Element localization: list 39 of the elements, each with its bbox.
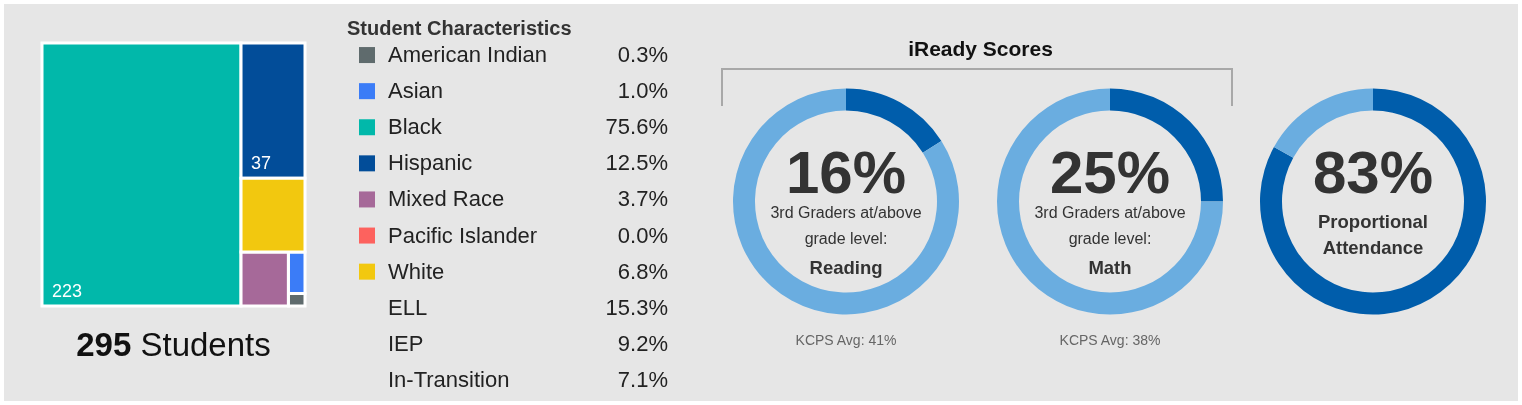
data-label: 0.0%	[617, 222, 668, 248]
category-label: American Indian	[388, 42, 547, 68]
category-label: IEP	[388, 330, 424, 356]
category-label: Asian	[388, 78, 444, 104]
data-label: 16%	[785, 139, 907, 206]
data-label: 83%	[1312, 139, 1434, 206]
data-label: 0.3%	[617, 42, 668, 68]
text: 3rd Graders at/above grade level:	[1034, 204, 1186, 247]
text: KCPS Avg: 41%	[795, 331, 897, 348]
donut-slice	[846, 88, 942, 153]
category-label: Hispanic	[388, 150, 473, 176]
data-label: 25%	[1049, 139, 1171, 206]
donut-slice	[1260, 88, 1486, 315]
data-label: 6.8%	[617, 258, 668, 284]
text: Reading	[809, 257, 883, 278]
data-label: 3.7%	[617, 186, 668, 212]
data-label: 7.1%	[617, 366, 668, 392]
category-label: White	[388, 258, 445, 284]
category-label: Pacific Islander	[388, 222, 538, 248]
text: 223	[52, 281, 83, 301]
text: Proportional Attendance	[1318, 211, 1428, 258]
data-label: 15.3%	[605, 294, 668, 320]
category-label: In-Transition	[388, 366, 510, 392]
data-label: 9.2%	[617, 330, 668, 356]
text: iReady Scores	[908, 37, 1053, 60]
donut-slice	[997, 88, 1223, 315]
text: 295 Students	[76, 325, 271, 365]
text: KCPS Avg: 38%	[1059, 331, 1161, 348]
data-label: 75.6%	[605, 114, 668, 140]
category-label: Black	[388, 114, 443, 140]
data-label: 12.5%	[605, 150, 668, 176]
data-label: 1.0%	[617, 78, 668, 104]
text: Student Characteristics	[347, 17, 572, 39]
donut-slice	[733, 88, 959, 315]
text: 3rd Graders at/above grade level:	[770, 204, 922, 247]
category-label: ELL	[388, 294, 428, 320]
category-label: Mixed Race	[388, 186, 505, 212]
text: Math	[1088, 257, 1132, 278]
text: 37	[251, 153, 272, 174]
